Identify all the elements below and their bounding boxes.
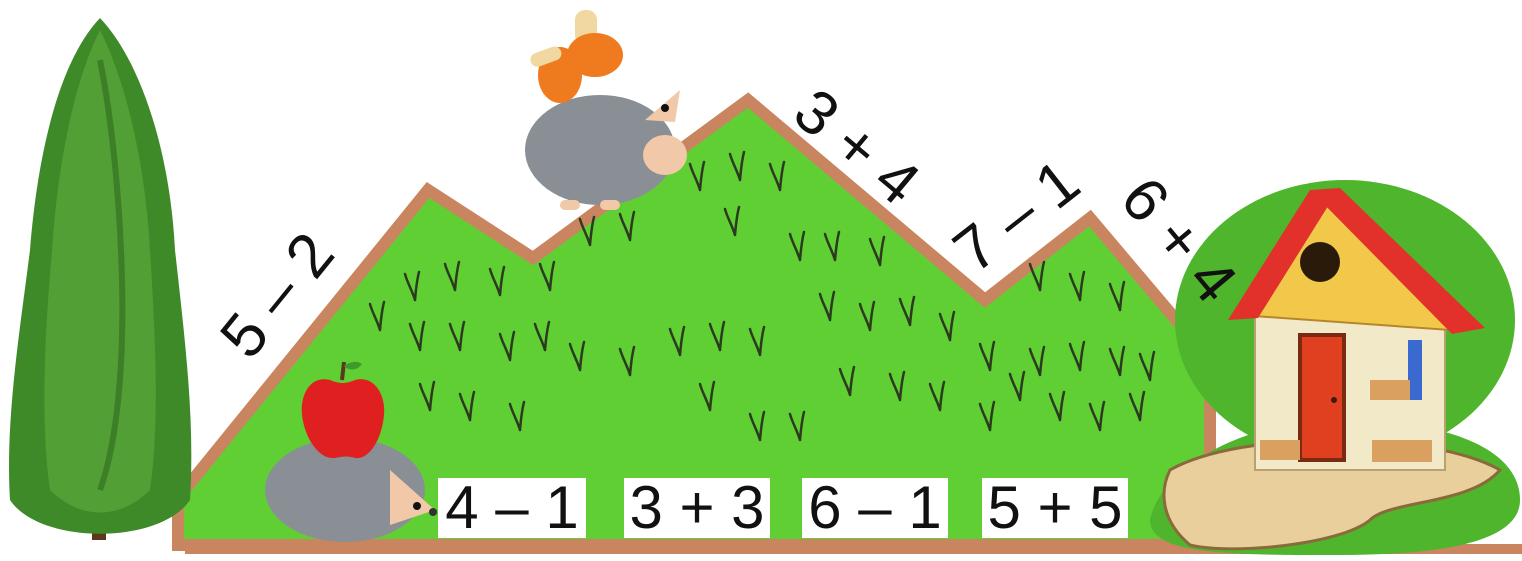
- mushroom-icon: [530, 10, 623, 103]
- grass-tufts: [368, 150, 1156, 442]
- green-hill: [172, 92, 1216, 551]
- bottom-expression-4: 5 + 5: [982, 478, 1128, 538]
- tree-icon: [9, 18, 192, 540]
- house-icon: [1150, 180, 1520, 555]
- bottom-expression-2: 3 + 3: [624, 478, 770, 538]
- bottom-expression-1: 4 – 1: [438, 478, 586, 538]
- bottom-expression-3: 6 – 1: [802, 478, 948, 538]
- hedgehog-icon: [525, 90, 687, 210]
- apple-icon: [301, 361, 385, 459]
- hedgehog-icon: [265, 438, 437, 542]
